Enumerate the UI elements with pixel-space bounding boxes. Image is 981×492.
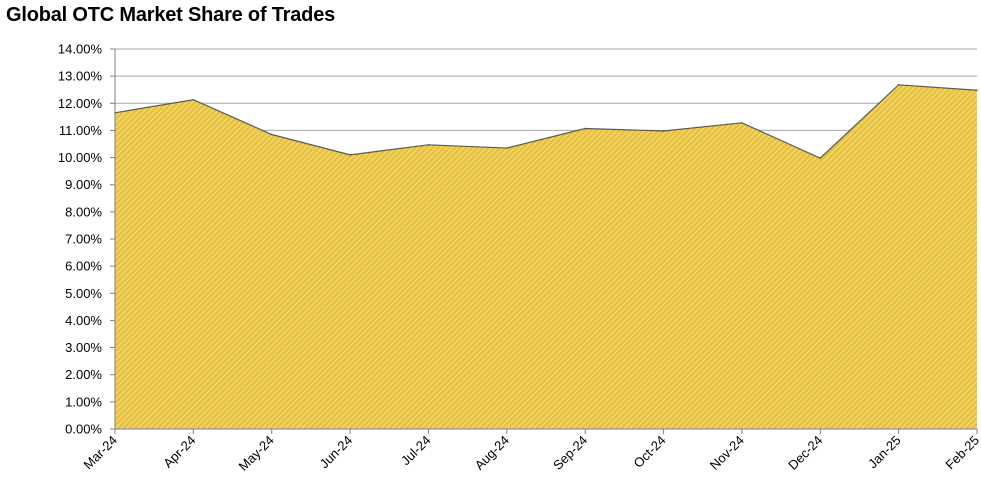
x-tick-label: Sep-24	[550, 433, 590, 473]
y-tick-label: 11.00%	[59, 123, 103, 138]
data-point	[662, 130, 665, 132]
y-tick-label: 7.00%	[65, 232, 102, 247]
y-tick-label: 8.00%	[65, 204, 102, 219]
y-tick-label: 6.00%	[65, 259, 102, 274]
x-tick-label: Apr-24	[160, 433, 198, 471]
series-area	[114, 84, 978, 429]
y-tick-label: 13.00%	[58, 69, 103, 84]
data-point	[584, 127, 586, 130]
y-tick-label: 2.00%	[65, 367, 102, 382]
data-point	[897, 84, 900, 86]
data-point	[819, 157, 822, 159]
data-point	[741, 122, 743, 124]
y-tick-label: 1.00%	[65, 394, 102, 409]
data-point	[349, 154, 351, 156]
data-point	[976, 89, 978, 92]
y-tick-label: 3.00%	[65, 340, 102, 355]
x-tick-label: May-24	[236, 433, 277, 474]
y-tick-label: 5.00%	[65, 286, 102, 301]
x-axis-tick-labels: Mar-24 Apr-24 May-24 Jun-24 Jul-24 Aug-24 Sep-…	[80, 433, 981, 474]
area-fill	[115, 84, 977, 429]
y-tick-label: 12.00%	[58, 96, 103, 111]
chart-title: Global OTC Market Share of Trades	[6, 4, 336, 26]
y-tick-label: 14.00%	[58, 42, 103, 57]
x-tick-label: Jul-24	[398, 433, 434, 469]
y-axis-tick-labels: 0.00% 1.00% 2.00% 3.00% 4.00% 5.00% 6.00% 7.00%…	[58, 42, 103, 437]
axes	[110, 48, 978, 434]
x-tick-label: Feb-25	[942, 433, 981, 473]
data-point	[427, 144, 430, 146]
data-point	[506, 147, 508, 149]
y-tick-label: 4.00%	[65, 313, 102, 328]
x-tick-label: Oct-24	[630, 433, 668, 471]
x-tick-label: Dec-24	[785, 433, 825, 473]
data-point	[192, 98, 195, 101]
x-tick-label: Jun-24	[316, 433, 355, 472]
x-tick-label: Aug-24	[472, 433, 512, 473]
data-point	[270, 133, 273, 136]
y-tick-label: 0.00%	[65, 422, 102, 437]
area-outline	[114, 84, 978, 159]
y-tick-label: 10.00%	[58, 150, 103, 165]
y-tick-label: 9.00%	[65, 177, 102, 192]
x-tick-label: Mar-24	[80, 433, 120, 473]
x-tick-label: Jan-25	[865, 433, 904, 472]
x-tick-label: Nov-24	[707, 433, 747, 473]
